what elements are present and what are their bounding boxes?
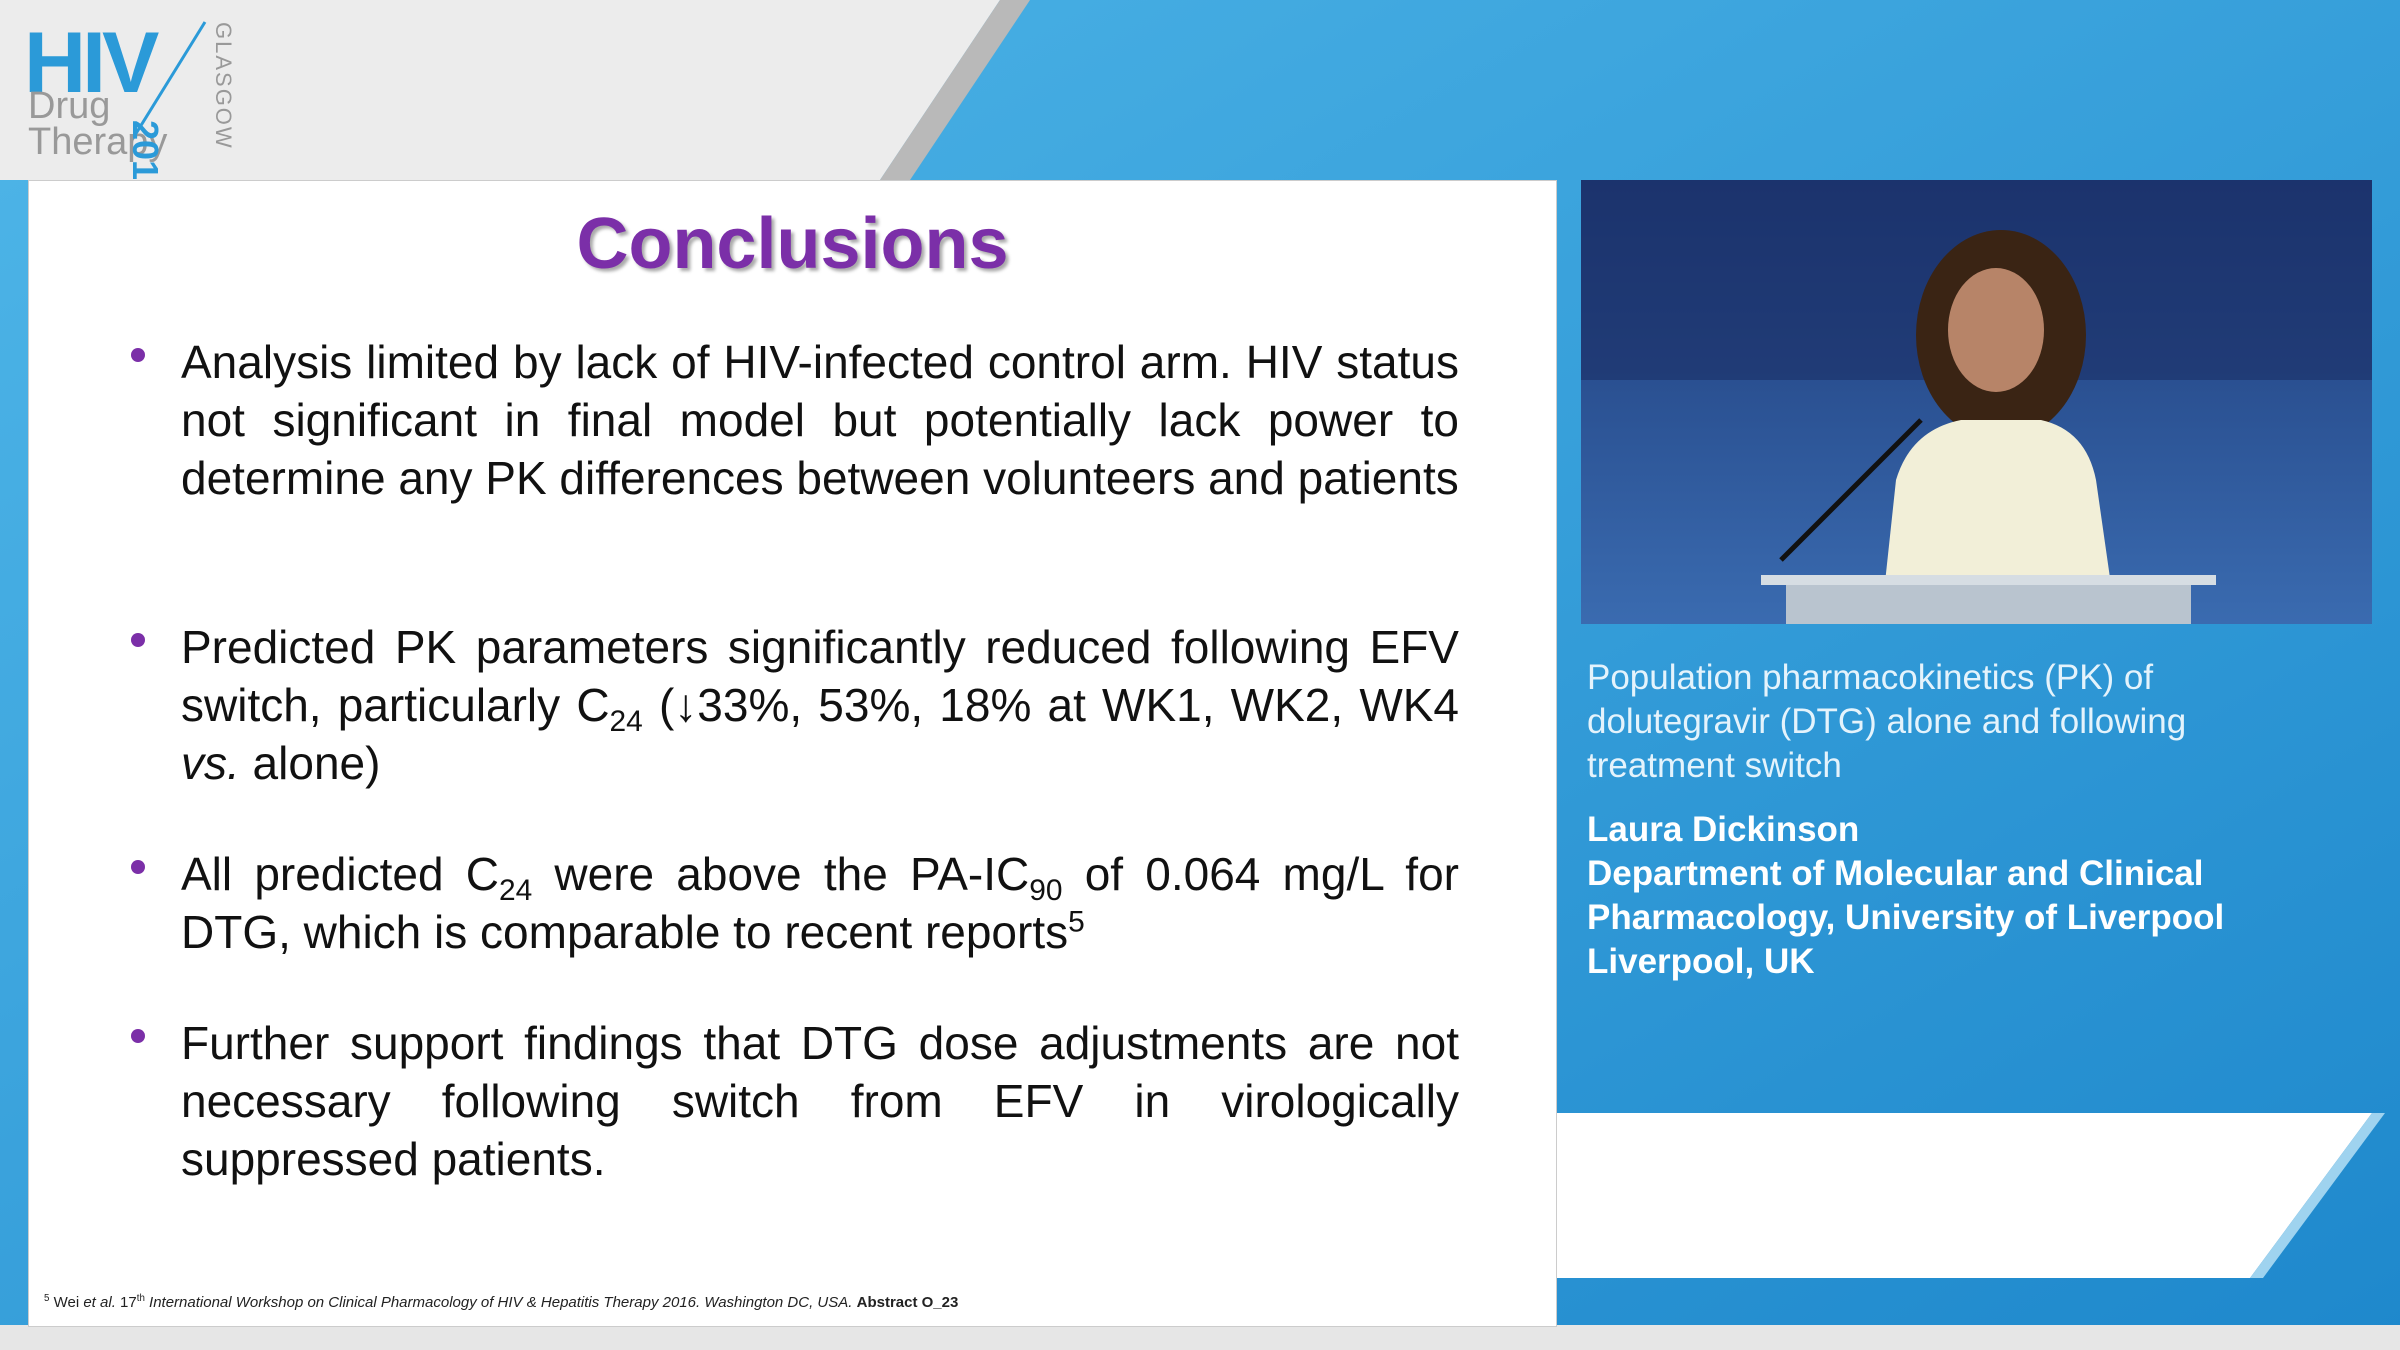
text-segment: of 0.064 mg/L for DTG, which is comparab… xyxy=(181,848,1459,958)
text-segment: Wei xyxy=(49,1294,84,1311)
talk-title: Population pharmacokinetics (PK) of dolu… xyxy=(1587,658,2187,785)
logo-city: GLASGOW xyxy=(211,22,236,150)
speaker-location: Liverpool, UK xyxy=(1587,942,1815,981)
text-segment: were above the PA-IC xyxy=(532,848,1030,900)
footnote: 5 Wei et al. 17th International Workshop… xyxy=(44,1294,958,1311)
logo-hiv: HIV xyxy=(24,15,159,111)
bullet: Analysis limited by lack of HIV-infected… xyxy=(131,333,1459,507)
text-segment: International Workshop on Clinical Pharm… xyxy=(144,1294,857,1311)
text-segment: 17 xyxy=(115,1294,137,1311)
bullet: Further support findings that DTG dose a… xyxy=(131,1014,1459,1188)
text-segment: alone) xyxy=(239,737,381,789)
bullet: Predicted PK parameters significantly re… xyxy=(131,618,1459,792)
text-segment: 24 xyxy=(498,874,533,908)
bullet: All predicted C24 were above the PA-IC90… xyxy=(131,845,1459,961)
text-segment: vs. xyxy=(181,737,240,789)
text-segment: (↓33%, 53%, 18% at WK1, WK2, WK4 xyxy=(642,679,1459,731)
logo-drug: Drug xyxy=(28,85,111,127)
text-segment: Further support findings that DTG dose a… xyxy=(181,1017,1459,1185)
logo-slash xyxy=(130,21,207,141)
text-segment: 90 xyxy=(1029,874,1063,908)
text-segment: 24 xyxy=(609,705,643,739)
speaker-affiliation: Department of Molecular and Clinical Pha… xyxy=(1587,854,2225,937)
text-segment: Abstract O_23 xyxy=(856,1294,959,1311)
speaker-video xyxy=(1581,180,2372,624)
text-segment: All predicted C xyxy=(181,848,499,900)
logo-therapy: Therapy xyxy=(28,121,168,163)
text-segment: 5 xyxy=(44,1293,50,1304)
text-segment: th xyxy=(136,1293,145,1304)
text-segment: Analysis limited by lack of HIV-infected… xyxy=(181,336,1459,504)
slide: Conclusions Analysis limited by lack of … xyxy=(28,180,1557,1327)
slide-title: Conclusions xyxy=(576,204,1009,284)
text-segment: et al. xyxy=(83,1294,116,1311)
text-segment: Predicted PK parameters significantly re… xyxy=(181,621,1459,731)
speaker-name: Laura Dickinson xyxy=(1587,810,1860,849)
text-segment: 5 xyxy=(1068,905,1085,939)
